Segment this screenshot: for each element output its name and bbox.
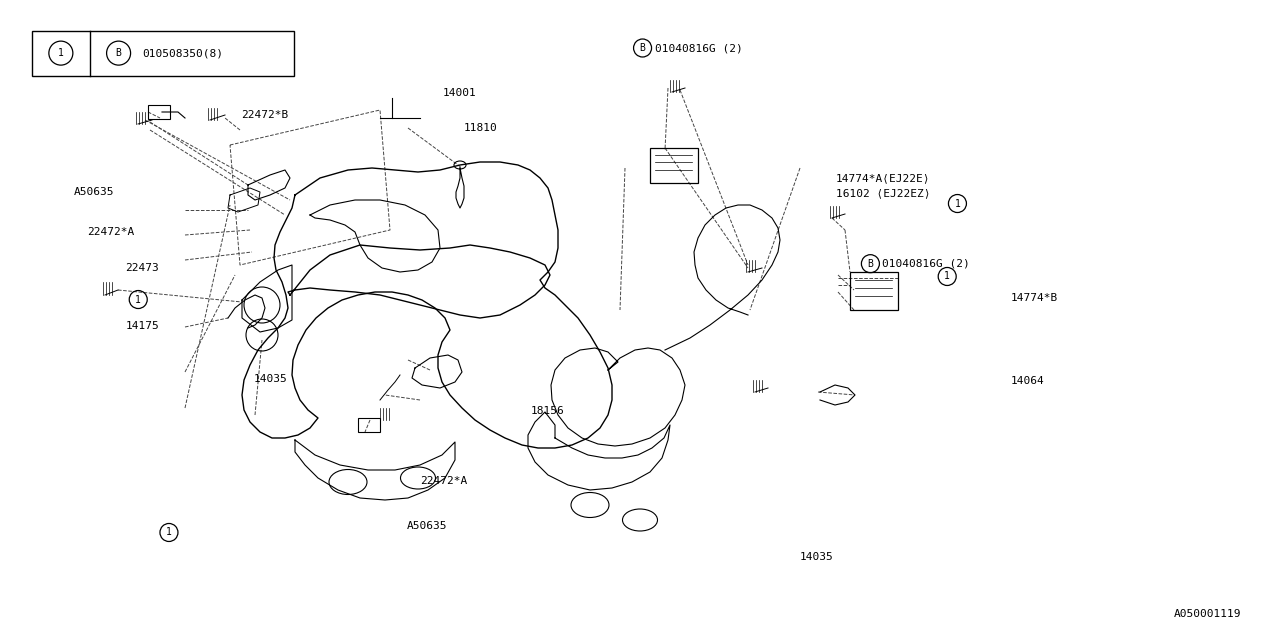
Text: 14774*B: 14774*B	[1011, 292, 1059, 303]
Text: 18156: 18156	[531, 406, 564, 416]
Text: 22472*B: 22472*B	[241, 110, 288, 120]
Text: 22472*A: 22472*A	[87, 227, 134, 237]
Text: A50635: A50635	[407, 521, 448, 531]
Text: B: B	[115, 48, 122, 58]
Text: 14035: 14035	[253, 374, 287, 384]
Text: 1: 1	[955, 198, 960, 209]
Text: 1: 1	[58, 48, 64, 58]
Text: B: B	[640, 43, 645, 53]
Text: 14175: 14175	[125, 321, 159, 332]
Text: 22472*A: 22472*A	[420, 476, 467, 486]
Text: B: B	[868, 259, 873, 269]
Text: 1: 1	[136, 294, 141, 305]
Text: 16102 ⟨EJ22EZ⟩: 16102 ⟨EJ22EZ⟩	[836, 188, 931, 198]
Text: 14001: 14001	[443, 88, 476, 98]
Text: 1: 1	[945, 271, 950, 282]
Text: A050001119: A050001119	[1174, 609, 1242, 620]
Text: 22473: 22473	[125, 262, 159, 273]
Text: 14035: 14035	[800, 552, 833, 562]
Text: 14774*A⟨EJ22E⟩: 14774*A⟨EJ22E⟩	[836, 173, 931, 183]
Text: A50635: A50635	[74, 187, 115, 197]
Text: 01040816G (2): 01040816G (2)	[654, 43, 742, 53]
Text: 11810: 11810	[463, 123, 497, 133]
Text: 14064: 14064	[1011, 376, 1044, 386]
Text: 01040816G (2): 01040816G (2)	[882, 259, 970, 269]
Text: 1: 1	[166, 527, 172, 538]
Text: 010508350(8): 010508350(8)	[142, 48, 223, 58]
